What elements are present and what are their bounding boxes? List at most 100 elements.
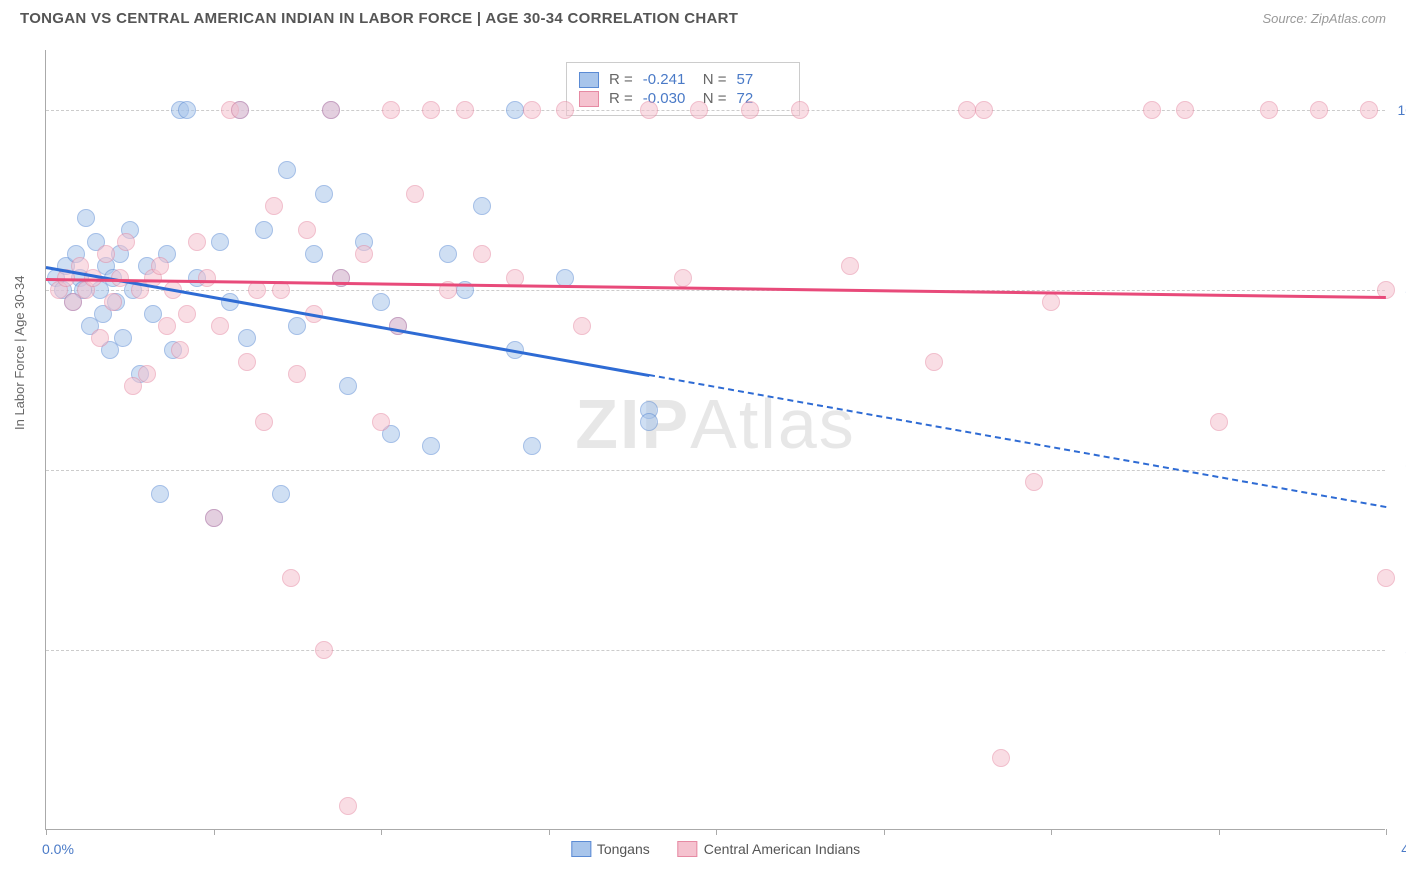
scatter-point-tongans bbox=[278, 161, 296, 179]
scatter-point-cai bbox=[322, 101, 340, 119]
scatter-point-cai bbox=[288, 365, 306, 383]
scatter-point-cai bbox=[382, 101, 400, 119]
scatter-point-cai bbox=[298, 221, 316, 239]
y-tick-label: 100.0% bbox=[1398, 102, 1406, 118]
scatter-point-cai bbox=[1025, 473, 1043, 491]
x-tick bbox=[46, 829, 47, 835]
scatter-point-cai bbox=[925, 353, 943, 371]
scatter-point-cai bbox=[1176, 101, 1194, 119]
x-tick bbox=[1051, 829, 1052, 835]
scatter-point-cai bbox=[523, 101, 541, 119]
scatter-point-cai bbox=[992, 749, 1010, 767]
scatter-point-cai bbox=[151, 257, 169, 275]
scatter-point-cai bbox=[1143, 101, 1161, 119]
scatter-point-cai bbox=[372, 413, 390, 431]
scatter-point-cai bbox=[104, 293, 122, 311]
scatter-point-tongans bbox=[151, 485, 169, 503]
gridline-horizontal bbox=[46, 650, 1385, 651]
scatter-point-tongans bbox=[640, 413, 658, 431]
scatter-point-tongans bbox=[422, 437, 440, 455]
scatter-point-cai bbox=[339, 797, 357, 815]
scatter-point-cai bbox=[117, 233, 135, 251]
scatter-point-cai bbox=[198, 269, 216, 287]
scatter-point-cai bbox=[97, 245, 115, 263]
scatter-point-cai bbox=[456, 101, 474, 119]
scatter-point-cai bbox=[248, 281, 266, 299]
scatter-point-cai bbox=[1042, 293, 1060, 311]
scatter-point-tongans bbox=[288, 317, 306, 335]
x-tick bbox=[214, 829, 215, 835]
x-tick bbox=[1386, 829, 1387, 835]
scatter-point-cai bbox=[556, 101, 574, 119]
scatter-point-cai bbox=[1210, 413, 1228, 431]
watermark-bold: ZIP bbox=[575, 385, 690, 463]
scatter-point-cai bbox=[188, 233, 206, 251]
scatter-point-cai bbox=[573, 317, 591, 335]
scatter-point-cai bbox=[958, 101, 976, 119]
n-label: N = bbox=[703, 71, 727, 88]
scatter-point-cai bbox=[841, 257, 859, 275]
scatter-point-cai bbox=[355, 245, 373, 263]
stats-row-tongans: R =-0.241N =57 bbox=[579, 71, 787, 88]
n-value: 57 bbox=[737, 71, 787, 88]
legend-swatch bbox=[571, 841, 591, 857]
scatter-point-tongans bbox=[114, 329, 132, 347]
trend-line bbox=[46, 278, 1386, 298]
scatter-point-cai bbox=[1310, 101, 1328, 119]
scatter-point-tongans bbox=[506, 101, 524, 119]
watermark: ZIPAtlas bbox=[575, 384, 856, 464]
scatter-point-cai bbox=[205, 509, 223, 527]
scatter-point-cai bbox=[138, 365, 156, 383]
scatter-point-cai bbox=[1360, 101, 1378, 119]
scatter-point-tongans bbox=[178, 101, 196, 119]
trend-line-extrapolated bbox=[649, 374, 1386, 508]
scatter-point-cai bbox=[315, 641, 333, 659]
legend: TongansCentral American Indians bbox=[571, 841, 860, 857]
scatter-point-tongans bbox=[372, 293, 390, 311]
scatter-point-cai bbox=[158, 317, 176, 335]
scatter-point-cai bbox=[741, 101, 759, 119]
stats-swatch bbox=[579, 91, 599, 107]
scatter-point-cai bbox=[171, 341, 189, 359]
scatter-point-cai bbox=[674, 269, 692, 287]
chart-plot-area: ZIPAtlas R =-0.241N =57R =-0.030N =72 To… bbox=[45, 50, 1385, 830]
scatter-point-tongans bbox=[473, 197, 491, 215]
scatter-point-tongans bbox=[315, 185, 333, 203]
scatter-point-tongans bbox=[339, 377, 357, 395]
y-axis-label: In Labor Force | Age 30-34 bbox=[12, 276, 27, 430]
chart-title: TONGAN VS CENTRAL AMERICAN INDIAN IN LAB… bbox=[20, 10, 738, 27]
scatter-point-cai bbox=[282, 569, 300, 587]
scatter-point-cai bbox=[178, 305, 196, 323]
x-tick bbox=[381, 829, 382, 835]
r-label: R = bbox=[609, 90, 633, 107]
x-tick-label-min: 0.0% bbox=[42, 841, 74, 857]
x-tick bbox=[1219, 829, 1220, 835]
scatter-point-tongans bbox=[305, 245, 323, 263]
source-label: Source: ZipAtlas.com bbox=[1262, 11, 1386, 26]
scatter-point-cai bbox=[422, 101, 440, 119]
scatter-point-cai bbox=[975, 101, 993, 119]
scatter-point-cai bbox=[640, 101, 658, 119]
correlation-stats-box: R =-0.241N =57R =-0.030N =72 bbox=[566, 62, 800, 116]
scatter-point-cai bbox=[1260, 101, 1278, 119]
x-tick bbox=[549, 829, 550, 835]
scatter-point-cai bbox=[406, 185, 424, 203]
scatter-point-cai bbox=[791, 101, 809, 119]
stats-swatch bbox=[579, 72, 599, 88]
x-tick bbox=[716, 829, 717, 835]
x-tick bbox=[884, 829, 885, 835]
x-tick-label-max: 40.0% bbox=[1401, 841, 1406, 857]
scatter-point-tongans bbox=[255, 221, 273, 239]
r-value: -0.241 bbox=[643, 71, 693, 88]
legend-item-tongans: Tongans bbox=[571, 841, 650, 857]
scatter-point-cai bbox=[231, 101, 249, 119]
gridline-horizontal bbox=[46, 290, 1385, 291]
scatter-point-cai bbox=[473, 245, 491, 263]
scatter-point-cai bbox=[211, 317, 229, 335]
legend-label: Tongans bbox=[597, 841, 650, 857]
scatter-point-cai bbox=[238, 353, 256, 371]
scatter-point-tongans bbox=[77, 209, 95, 227]
scatter-point-cai bbox=[690, 101, 708, 119]
scatter-point-tongans bbox=[211, 233, 229, 251]
scatter-point-cai bbox=[91, 329, 109, 347]
